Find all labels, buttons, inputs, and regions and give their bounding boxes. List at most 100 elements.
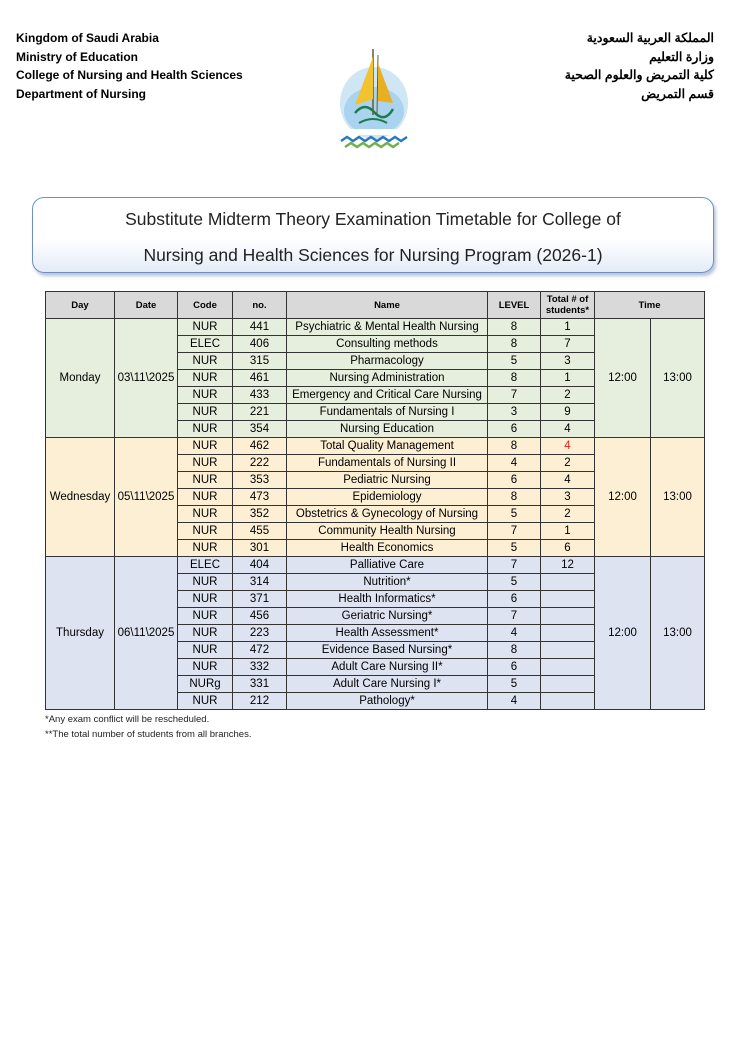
total-students-cell: 6 [540, 539, 595, 557]
level-cell: 6 [487, 471, 541, 489]
code-cell: NUR [177, 420, 233, 438]
course-no-cell: 472 [232, 641, 287, 659]
footnotes: *Any exam conflict will be rescheduled. … [45, 712, 251, 742]
code-cell: NUR [177, 454, 233, 472]
course-no-cell: 352 [232, 505, 287, 523]
table-row: NUR 315 Pharmacology 5 3 [46, 352, 705, 370]
table-row: NUR 461 Nursing Administration 8 1 [46, 369, 705, 387]
col-code: Code [177, 291, 233, 319]
header-line: المملكة العربية السعودية [586, 31, 714, 45]
total-students-cell: 4 [540, 420, 595, 438]
course-no-cell: 404 [232, 556, 287, 574]
col-time: Time [594, 291, 705, 319]
level-cell: 3 [487, 403, 541, 421]
code-cell: NUR [177, 573, 233, 591]
end-time-cell: 13:00 [650, 318, 705, 438]
footnote: **The total number of students from all … [45, 729, 252, 740]
total-students-cell: 4 [540, 471, 595, 489]
course-no-cell: 455 [232, 522, 287, 540]
start-time-cell: 12:00 [594, 556, 651, 710]
course-no-cell: 301 [232, 539, 287, 557]
course-name-cell: Total Quality Management [286, 437, 488, 455]
total-students-cell: 1 [540, 369, 595, 387]
course-no-cell: 315 [232, 352, 287, 370]
total-students-cell [540, 692, 595, 710]
table-row: Thursday 06\11\2025 ELEC 404 Palliative Care… [45, 556, 705, 710]
course-no-cell: 331 [232, 675, 287, 693]
table-row: NUR 212 Pathology* 4 [46, 692, 705, 710]
total-students-cell: 7 [540, 335, 595, 353]
total-students-cell [540, 590, 595, 608]
level-cell: 5 [487, 675, 541, 693]
course-no-cell: 462 [232, 437, 287, 455]
level-cell: 4 [487, 624, 541, 642]
level-cell: 5 [487, 505, 541, 523]
page-title: Substitute Midterm Theory Examination Ti… [32, 197, 714, 273]
course-no-cell: 353 [232, 471, 287, 489]
code-cell: ELEC [177, 335, 233, 353]
date-cell: 06\11\2025 [114, 556, 178, 710]
table-row: NUR 371 Health Informatics* 6 [46, 590, 705, 608]
code-cell: NUR [177, 437, 233, 455]
course-name-cell: Adult Care Nursing II* [286, 658, 488, 676]
code-cell: NUR [177, 505, 233, 523]
course-no-cell: 332 [232, 658, 287, 676]
course-no-cell: 456 [232, 607, 287, 625]
course-no-cell: 212 [232, 692, 287, 710]
level-cell: 5 [487, 573, 541, 591]
level-cell: 6 [487, 658, 541, 676]
header-line: College of Nursing and Health Sciences [16, 68, 243, 82]
start-time-cell: 12:00 [594, 437, 651, 557]
course-name-cell: Palliative Care [286, 556, 488, 574]
level-cell: 8 [487, 318, 541, 336]
course-no-cell: 441 [232, 318, 287, 336]
start-time-cell: 12:00 [594, 318, 651, 438]
col-level: LEVEL [487, 291, 541, 319]
course-no-cell: 221 [232, 403, 287, 421]
total-students-cell: 1 [540, 522, 595, 540]
code-cell: NUR [177, 403, 233, 421]
header-line: Ministry of Education [16, 49, 139, 64]
footnote: *Any exam conflict will be rescheduled. [45, 714, 210, 725]
course-no-cell: 371 [232, 590, 287, 608]
code-cell: NUR [177, 692, 233, 710]
total-students-cell: 2 [540, 454, 595, 472]
table-row: ELEC 406 Consulting methods 8 7 [46, 335, 705, 353]
total-students-cell [540, 658, 595, 676]
course-name-cell: Community Health Nursing [286, 522, 488, 540]
table-row: NUR 314 Nutrition* 5 [46, 573, 705, 591]
course-name-cell: Fundamentals of Nursing I [286, 403, 488, 421]
table-row: NUR 301 Health Economics 5 6 [46, 539, 705, 557]
course-name-cell: Geriatric Nursing* [286, 607, 488, 625]
level-cell: 6 [487, 590, 541, 608]
course-name-cell: Nursing Education [286, 420, 488, 438]
day-cell: Monday [45, 318, 115, 438]
end-time-cell: 13:00 [650, 437, 705, 557]
col-date: Date [114, 291, 178, 319]
course-no-cell: 406 [232, 335, 287, 353]
course-no-cell: 314 [232, 573, 287, 591]
course-name-cell: Fundamentals of Nursing II [286, 454, 488, 472]
course-name-cell: Adult Care Nursing I* [286, 675, 488, 693]
course-name-cell: Pharmacology [286, 352, 488, 370]
course-name-cell: Pediatric Nursing [286, 471, 488, 489]
level-cell: 7 [487, 522, 541, 540]
table-row: NUR 456 Geriatric Nursing* 7 [46, 607, 705, 625]
col-total-students: Total # of students* [540, 291, 595, 319]
code-cell: NUR [177, 539, 233, 557]
table-row: NUR 332 Adult Care Nursing II* 6 [46, 658, 705, 676]
code-cell: NUR [177, 641, 233, 659]
course-no-cell: 222 [232, 454, 287, 472]
course-name-cell: Evidence Based Nursing* [286, 641, 488, 659]
code-cell: NUR [177, 607, 233, 625]
table-header-row: Day Date Code no. Name LEVEL Total # of … [45, 291, 705, 319]
level-cell: 4 [487, 692, 541, 710]
course-name-cell: Obstetrics & Gynecology of Nursing [286, 505, 488, 523]
course-name-cell: Pathology* [286, 692, 488, 710]
day-cell: Thursday [45, 556, 115, 710]
level-cell: 7 [487, 386, 541, 404]
col-no: no. [232, 291, 287, 319]
course-name-cell: Emergency and Critical Care Nursing [286, 386, 488, 404]
table-row: NUR 473 Epidemiology 8 3 [46, 488, 705, 506]
col-name: Name [286, 291, 488, 319]
